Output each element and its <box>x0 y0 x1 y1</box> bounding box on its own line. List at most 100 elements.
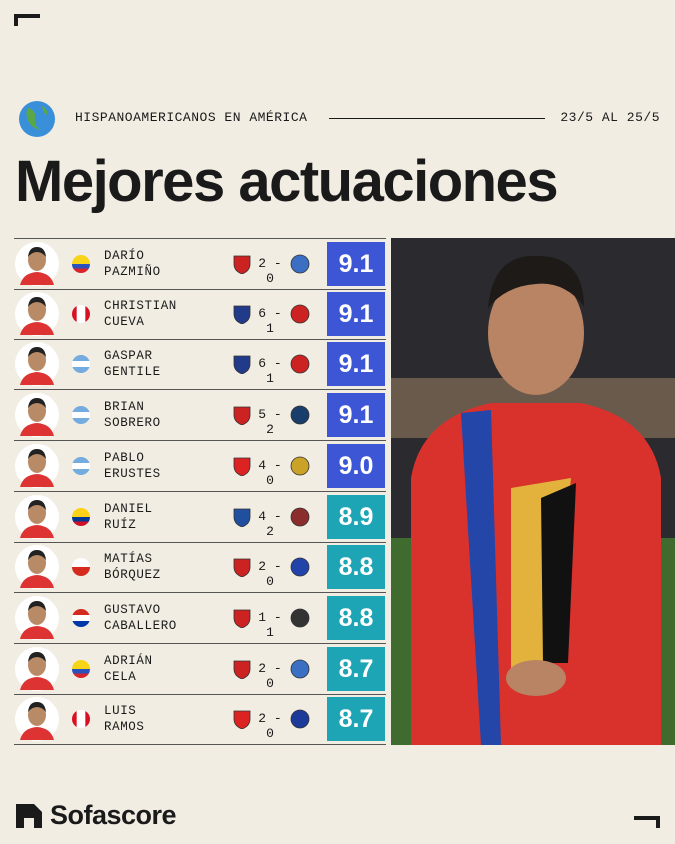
match-score: 4 - 2 <box>258 508 282 539</box>
player-avatar <box>14 544 60 595</box>
away-crest <box>290 659 310 684</box>
country-flag <box>68 659 94 683</box>
first-name: GUSTAVO <box>104 602 161 617</box>
player-rating: 8.7 <box>327 697 385 742</box>
last-name: CABALLERO <box>104 618 177 633</box>
player-rating: 9.1 <box>327 342 385 387</box>
away-crest <box>290 405 310 430</box>
player-row: GASPAR GENTILE 6 - 1 9.1 <box>14 339 386 391</box>
player-row: CHRISTIAN CUEVA 6 - 1 9.1 <box>14 289 386 340</box>
player-name: BRIAN SOBRERO <box>104 399 161 431</box>
away-crest <box>290 254 310 279</box>
player-photo <box>391 238 675 745</box>
corner-mark <box>14 14 40 26</box>
brand-name: Sofascore <box>50 800 177 830</box>
player-avatar <box>14 241 60 292</box>
player-rating: 8.8 <box>327 595 385 640</box>
player-rating: 9.1 <box>327 393 385 438</box>
player-name: CHRISTIAN CUEVA <box>104 298 177 330</box>
country-flag <box>68 456 94 480</box>
match-score: 2 - 0 <box>258 711 282 742</box>
match-score: 5 - 2 <box>258 407 282 438</box>
player-rating: 8.9 <box>327 494 385 539</box>
away-crest <box>290 709 310 734</box>
player-avatar <box>14 392 60 443</box>
match-score: 1 - 1 <box>258 609 282 640</box>
first-name: PABLO <box>104 450 145 465</box>
match-score: 2 - 0 <box>258 256 282 286</box>
away-crest <box>290 456 310 481</box>
first-name: BRIAN <box>104 400 145 415</box>
globe-icon <box>19 101 55 137</box>
country-flag <box>68 304 94 328</box>
home-crest <box>232 608 252 633</box>
country-flag <box>68 608 94 632</box>
player-name: LUIS RAMOS <box>104 703 145 735</box>
player-avatar <box>14 291 60 342</box>
last-name: GENTILE <box>104 365 161 380</box>
player-name: GUSTAVO CABALLERO <box>104 602 177 634</box>
player-avatar <box>14 696 60 747</box>
kicker: HISPANOAMERICANOS EN AMÉRICA <box>75 110 308 125</box>
home-crest <box>232 354 252 379</box>
first-name: ADRIÁN <box>104 653 153 668</box>
player-row: MATÍAS BÓRQUEZ 2 - 0 8.8 <box>14 542 386 595</box>
home-crest <box>232 557 252 582</box>
last-name: RAMOS <box>104 720 145 735</box>
match-score: 2 - 0 <box>258 660 282 691</box>
player-name: MATÍAS BÓRQUEZ <box>104 551 161 583</box>
first-name: DANIEL <box>104 501 153 516</box>
last-name: CELA <box>104 669 137 684</box>
player-row: BRIAN SOBRERO 5 - 2 9.1 <box>14 390 386 443</box>
first-name: GASPAR <box>104 349 153 364</box>
player-rating: 8.8 <box>327 545 385 590</box>
match-score: 2 - 0 <box>258 559 282 590</box>
player-rating: 9.1 <box>327 242 385 286</box>
player-avatar <box>14 646 60 697</box>
country-flag <box>68 406 94 429</box>
home-crest <box>232 456 252 481</box>
country-flag <box>68 255 94 278</box>
player-row: ADRIÁN CELA 2 - 0 8.7 <box>14 644 386 695</box>
away-crest <box>290 507 310 532</box>
home-crest <box>232 709 252 734</box>
away-crest <box>290 304 310 329</box>
player-row: PABLO ERUSTES 4 - 0 9.0 <box>14 441 386 492</box>
last-name: BÓRQUEZ <box>104 568 161 583</box>
player-name: PABLO ERUSTES <box>104 450 161 482</box>
home-crest <box>232 659 252 684</box>
home-crest <box>232 254 252 279</box>
last-name: SOBRERO <box>104 416 161 431</box>
player-name: DARÍO PAZMIÑO <box>104 248 161 280</box>
match-score: 6 - 1 <box>258 356 282 387</box>
player-name: DANIEL RUÍZ <box>104 501 153 533</box>
player-name: GASPAR GENTILE <box>104 348 161 380</box>
player-row: DANIEL RUÍZ 4 - 2 8.9 <box>14 492 386 543</box>
brand-logo <box>16 804 42 828</box>
match-score: 6 - 1 <box>258 305 282 336</box>
country-flag <box>68 355 94 378</box>
first-name: LUIS <box>104 704 137 719</box>
country-flag <box>68 507 94 531</box>
player-avatar <box>14 595 60 646</box>
player-row: LUIS RAMOS 2 - 0 8.7 <box>14 694 386 747</box>
home-crest <box>232 304 252 329</box>
first-name: DARÍO <box>104 249 145 263</box>
player-rating: 8.7 <box>327 646 385 691</box>
player-rating: 9.0 <box>327 443 385 488</box>
player-avatar <box>14 443 60 494</box>
player-row: DARÍO PAZMIÑO 2 - 0 9.1 <box>14 238 386 290</box>
corner-mark <box>634 816 660 828</box>
first-name: MATÍAS <box>104 552 153 567</box>
away-crest <box>290 557 310 582</box>
last-name: PAZMIÑO <box>104 265 161 279</box>
dates: 23/5 AL 25/5 <box>560 110 660 125</box>
title: Mejores actuaciones <box>15 149 559 214</box>
divider <box>329 118 545 119</box>
home-crest <box>232 507 252 532</box>
player-name: ADRIÁN CELA <box>104 653 153 685</box>
match-score: 4 - 0 <box>258 457 282 488</box>
country-flag <box>68 558 94 581</box>
player-row: GUSTAVO CABALLERO 1 - 1 8.8 <box>14 593 386 644</box>
